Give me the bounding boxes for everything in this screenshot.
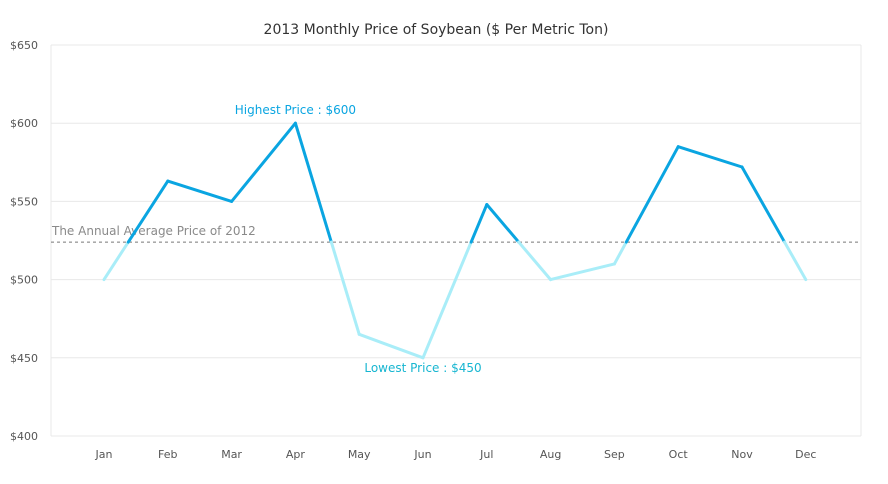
x-axis-tick-labels: Jan Feb Mar Apr May Jun Jul Aug Sep Oct Nov Dec <box>95 448 817 461</box>
x-tick-label: Apr <box>286 448 306 461</box>
x-tick-label: Dec <box>795 448 816 461</box>
annotations: Highest Price : $600 Lowest Price : $450 <box>235 103 482 375</box>
highest-price-annotation: Highest Price : $600 <box>235 103 356 117</box>
series-line-segment <box>230 121 297 203</box>
x-tick-label: Sep <box>604 448 625 461</box>
series-line-segment <box>783 240 808 282</box>
x-tick-label: Mar <box>221 448 242 461</box>
series-line-segment <box>166 179 234 203</box>
y-tick-label: $400 <box>10 430 38 443</box>
series-line-segment <box>517 240 553 282</box>
series-line-segment <box>469 203 489 244</box>
y-tick-label: $600 <box>10 117 38 130</box>
series-line-segment <box>421 240 473 360</box>
x-tick-label: Feb <box>158 448 177 461</box>
x-tick-label: Jun <box>413 448 431 461</box>
y-tick-label: $450 <box>10 352 38 365</box>
reference-line-group: The Annual Average Price of 2012 <box>51 224 861 243</box>
series-line-segment <box>126 179 170 244</box>
series-line-segment <box>624 145 680 244</box>
y-tick-label: $550 <box>10 195 38 208</box>
lowest-price-annotation: Lowest Price : $450 <box>364 361 481 375</box>
chart-title: 2013 Monthly Price of Soybean ($ Per Met… <box>264 22 609 38</box>
y-tick-label: $500 <box>10 274 38 287</box>
x-tick-label: Jul <box>479 448 493 461</box>
series-line-segment <box>293 121 333 244</box>
series-line-segment <box>612 240 628 266</box>
x-tick-label: Nov <box>731 448 753 461</box>
y-tick-label: $650 <box>10 39 38 52</box>
grid-lines <box>50 44 862 437</box>
reference-line-label: The Annual Average Price of 2012 <box>51 224 256 238</box>
series-line-segment <box>357 332 425 360</box>
x-tick-label: May <box>348 448 371 461</box>
series-line-segment <box>329 240 361 336</box>
series-line-segment <box>102 240 130 282</box>
x-tick-label: Oct <box>669 448 689 461</box>
series-line-segment <box>676 145 744 169</box>
series-lines <box>102 121 808 360</box>
series-line-segment <box>740 165 787 244</box>
series-line-segment <box>485 203 521 244</box>
y-axis-tick-labels: $400 $450 $500 $550 $600 $650 <box>10 39 38 443</box>
series-line-segment <box>549 262 616 282</box>
x-tick-label: Jan <box>95 448 113 461</box>
x-tick-label: Aug <box>540 448 561 461</box>
